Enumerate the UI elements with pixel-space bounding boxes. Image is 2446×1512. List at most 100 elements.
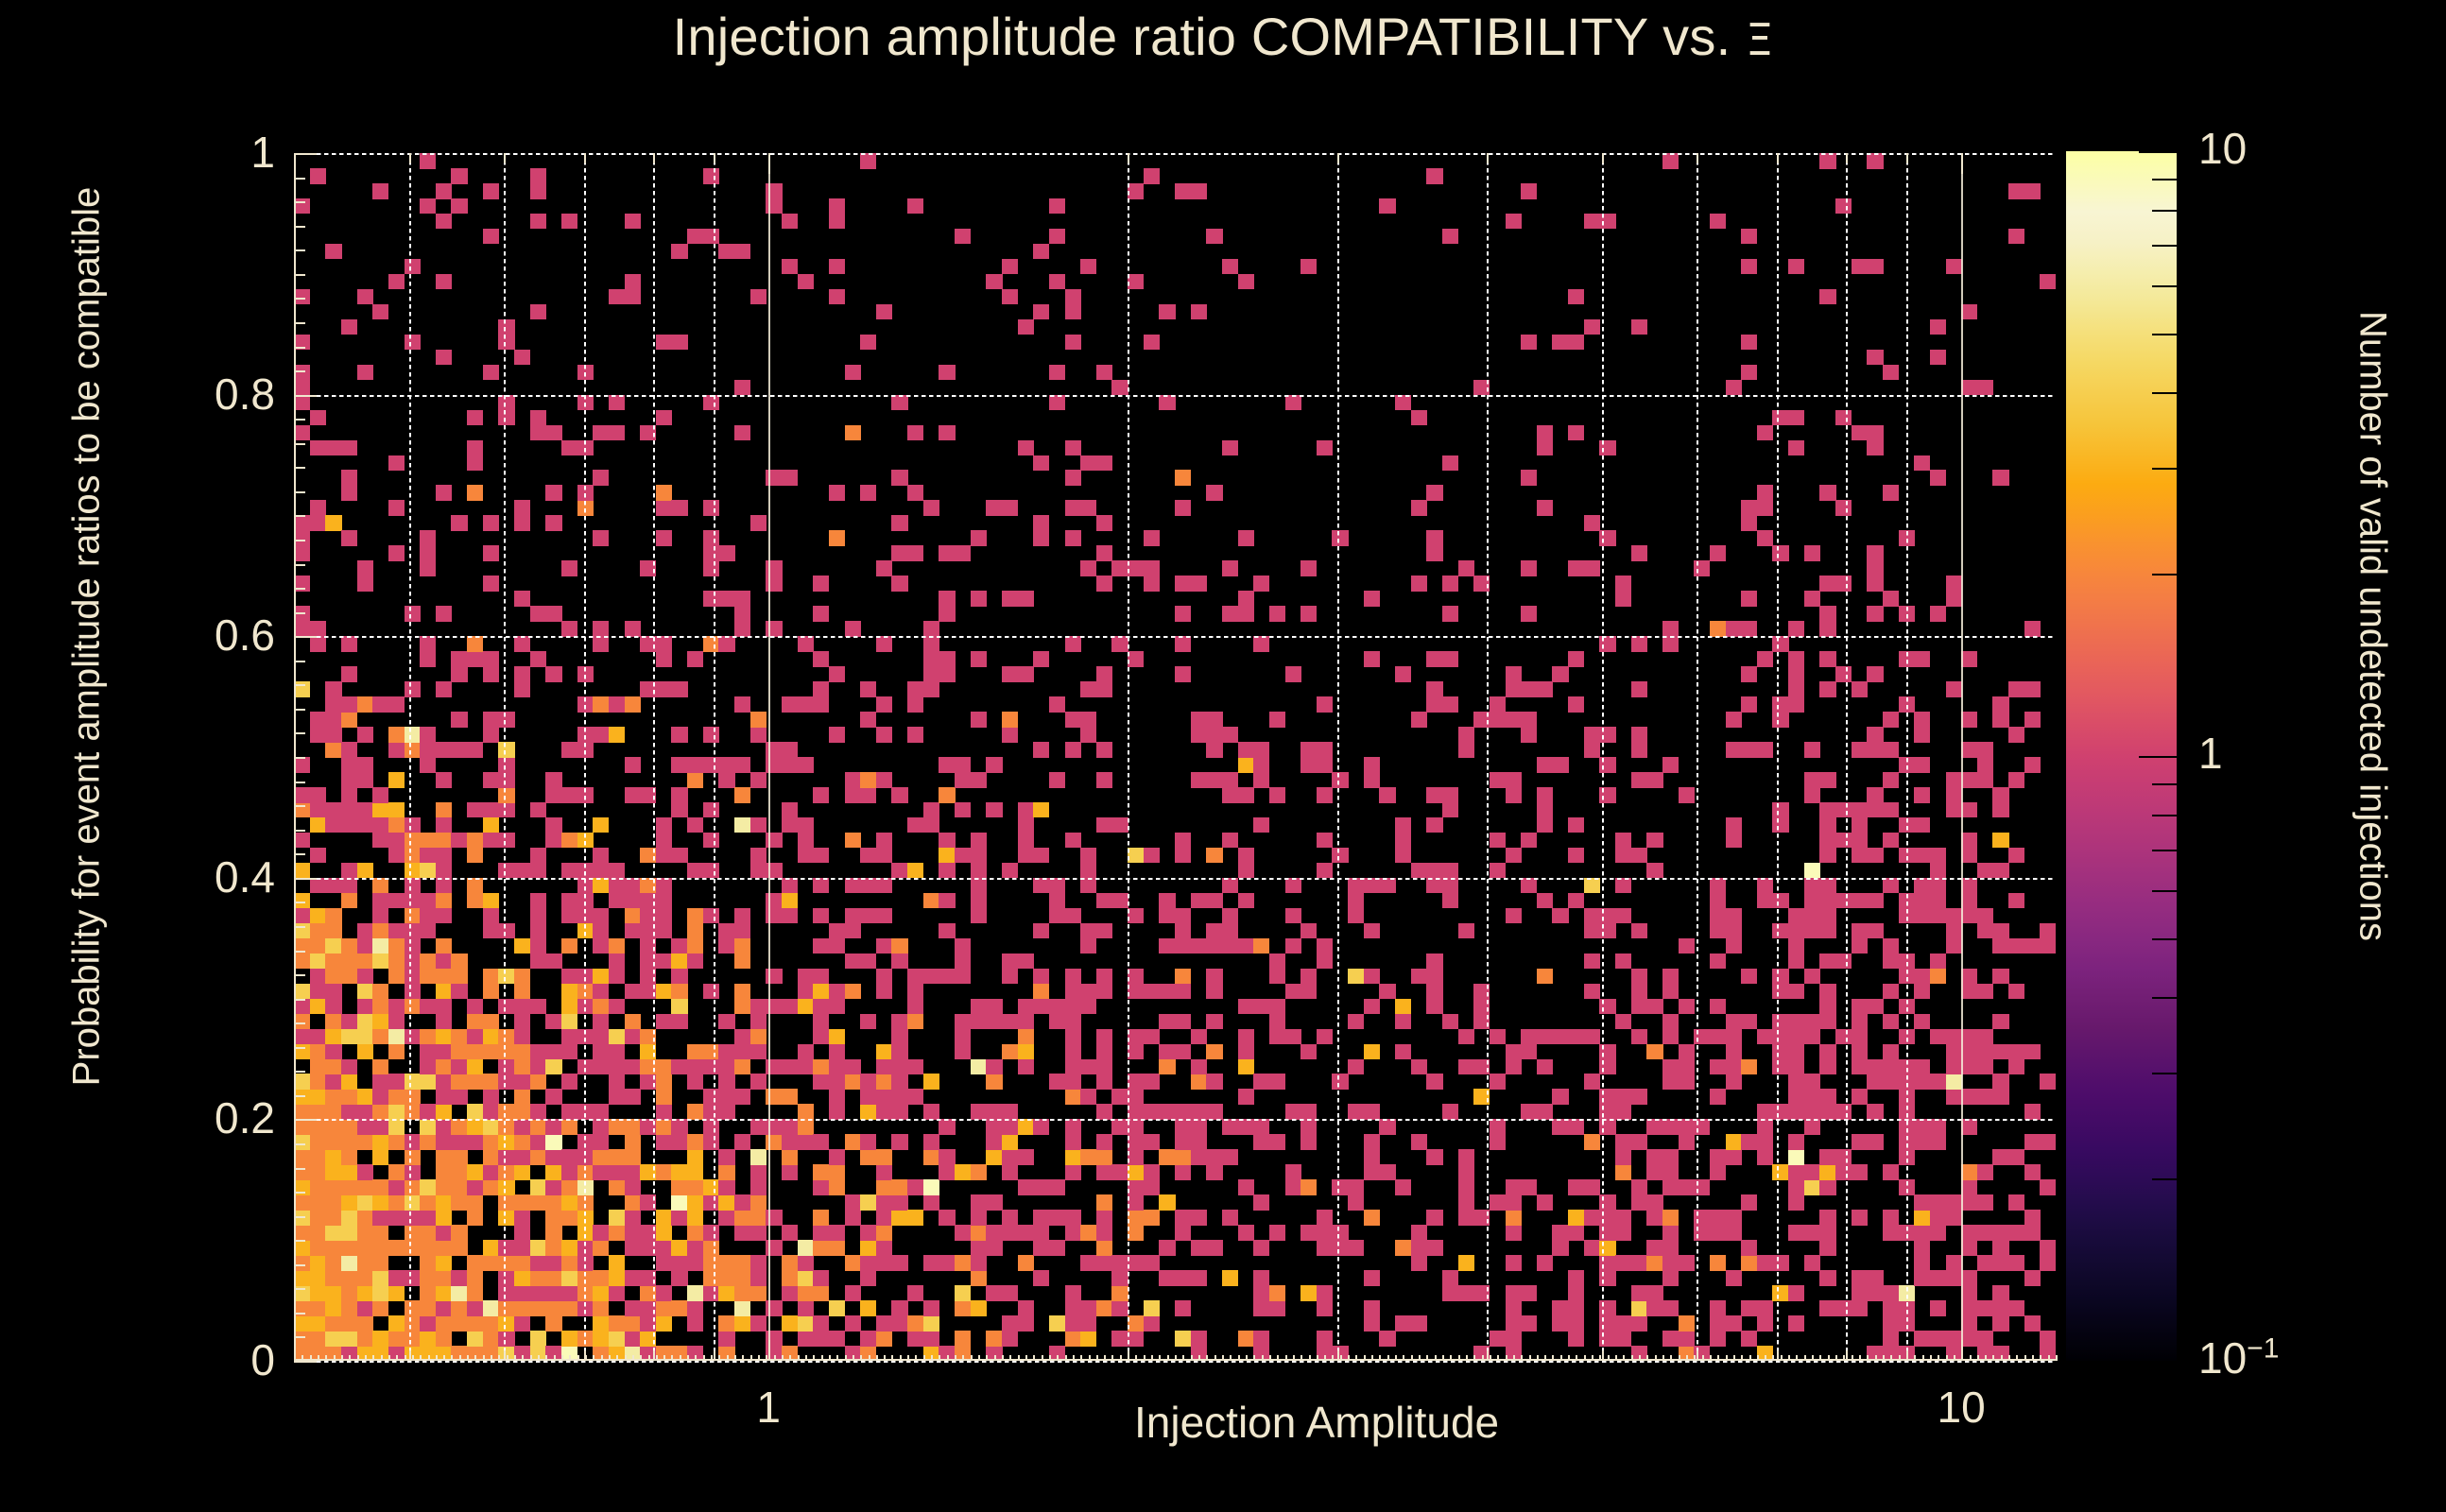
heatmap-cell — [482, 1255, 499, 1271]
heatmap-cell — [766, 182, 783, 199]
heatmap-cell — [1630, 968, 1647, 985]
heatmap-cell — [1017, 816, 1034, 833]
heatmap-cell — [970, 771, 987, 788]
heatmap-cell — [1851, 1270, 1868, 1286]
heatmap-cell — [1898, 696, 1915, 713]
heatmap-cell — [1867, 922, 1884, 939]
heatmap-cell — [560, 1028, 578, 1045]
heatmap-cell — [294, 1179, 311, 1195]
heatmap-cell — [734, 816, 751, 833]
heatmap-cell — [781, 1134, 799, 1150]
heatmap-cell — [1175, 470, 1192, 487]
heatmap-cell — [1536, 1058, 1554, 1075]
heatmap-cell — [1803, 907, 1820, 924]
heatmap-cell — [1301, 1043, 1318, 1060]
heatmap-cell — [766, 892, 783, 909]
heatmap-cell — [1489, 1194, 1507, 1211]
heatmap-cell — [1237, 1028, 1254, 1045]
heatmap-cell — [1441, 696, 1459, 713]
heatmap-cell — [1914, 455, 1931, 472]
heatmap-cell — [294, 1074, 311, 1091]
heatmap-cell — [372, 1255, 389, 1271]
heatmap-cell — [860, 953, 877, 970]
heatmap-cell — [1615, 1104, 1632, 1120]
heatmap-cell — [986, 1240, 1003, 1256]
heatmap-cell — [498, 318, 515, 335]
heatmap-cell — [734, 606, 751, 622]
heatmap-cell — [1033, 847, 1050, 864]
heatmap-cell — [514, 666, 531, 682]
heatmap-cell — [1316, 696, 1334, 713]
heatmap-cell — [608, 727, 626, 743]
heatmap-cell — [467, 892, 484, 909]
heatmap-cell — [640, 786, 657, 803]
heatmap-cell — [844, 953, 861, 970]
heatmap-cell — [1080, 1315, 1097, 1332]
heatmap-cell — [1929, 470, 1947, 487]
heatmap-cell — [388, 545, 405, 561]
heatmap-cell — [577, 1270, 594, 1286]
heatmap-cell — [1961, 1300, 1978, 1316]
heatmap-cell — [1646, 832, 1663, 849]
heatmap-cell — [1725, 1210, 1742, 1226]
heatmap-cell — [1301, 742, 1318, 758]
heatmap-cell — [1741, 1300, 1758, 1316]
heatmap-cell — [1803, 591, 1820, 607]
heatmap-cell — [435, 1255, 453, 1271]
heatmap-cell — [875, 1179, 893, 1195]
heatmap-cell — [435, 1331, 453, 1347]
heatmap-cell — [875, 1058, 893, 1075]
heatmap-cell — [1976, 1164, 1994, 1180]
heatmap-cell — [1095, 364, 1113, 381]
heatmap-cell — [1819, 847, 1836, 864]
heatmap-cell — [2040, 1240, 2056, 1256]
colorbar[interactable] — [2066, 151, 2177, 1363]
heatmap-cell — [577, 877, 594, 894]
heatmap-cell — [1583, 742, 1600, 758]
heatmap-cell — [388, 1331, 405, 1347]
heatmap-cell — [498, 832, 515, 849]
heatmap-cell — [309, 1315, 326, 1332]
heatmap-cell — [467, 801, 484, 818]
heatmap-cell — [294, 983, 311, 1000]
heatmap-cell — [356, 922, 373, 939]
heatmap-cell — [1662, 153, 1679, 169]
heatmap-cell — [309, 621, 326, 637]
heatmap-cell — [1536, 801, 1554, 818]
heatmap-plot-area[interactable] — [294, 153, 2056, 1361]
heatmap-cell — [939, 651, 956, 667]
heatmap-cell — [529, 1255, 546, 1271]
heatmap-cell — [577, 364, 594, 381]
heatmap-cell — [781, 1119, 799, 1135]
heatmap-cell — [1867, 153, 1884, 169]
heatmap-cell — [671, 757, 688, 773]
heatmap-cell — [1615, 1225, 1632, 1241]
heatmap-cell — [844, 1315, 861, 1332]
heatmap-cell — [1882, 771, 1900, 788]
heatmap-cell — [560, 1043, 578, 1060]
heatmap-cell — [1961, 1058, 1978, 1075]
heatmap-cell — [1379, 983, 1396, 1000]
heatmap-cell — [1882, 1315, 1900, 1332]
heatmap-cell — [1001, 862, 1019, 879]
heatmap-cell — [1128, 1315, 1145, 1332]
heatmap-cell — [1441, 1285, 1459, 1301]
heatmap-cell — [356, 968, 373, 985]
heatmap-cell — [749, 1225, 767, 1241]
heatmap-cell — [325, 1225, 342, 1241]
heatmap-cell — [514, 349, 531, 366]
heatmap-cell — [1662, 1300, 1679, 1316]
heatmap-cell — [1725, 621, 1742, 637]
heatmap-cell — [1552, 907, 1569, 924]
heatmap-cell — [388, 1210, 405, 1226]
heatmap-cell — [734, 1194, 751, 1211]
heatmap-cell — [1630, 1089, 1647, 1105]
heatmap-cell — [1882, 712, 1900, 728]
heatmap-cell — [309, 1225, 326, 1241]
heatmap-cell — [529, 1058, 546, 1075]
heatmap-cell — [702, 1058, 719, 1075]
heatmap-cell — [687, 1300, 704, 1316]
heatmap-cell — [1615, 1255, 1632, 1271]
heatmap-cell — [529, 1043, 546, 1060]
heatmap-cell — [1898, 907, 1915, 924]
